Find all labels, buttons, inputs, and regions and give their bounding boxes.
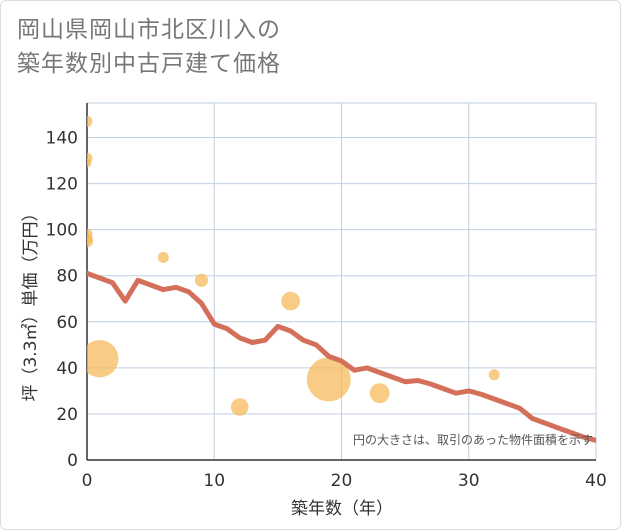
y-tick-label: 60 xyxy=(56,313,78,333)
y-axis-label: 坪（3.3㎡）単価（万円） xyxy=(21,204,41,401)
x-axis-label: 築年数（年） xyxy=(291,499,393,519)
average-price-line xyxy=(87,270,596,443)
bubble-layer xyxy=(87,115,500,416)
line-layer xyxy=(87,270,596,443)
data-bubble xyxy=(488,369,500,381)
data-bubble xyxy=(87,115,93,127)
y-tick-label: 80 xyxy=(56,267,78,287)
y-tick-label: 120 xyxy=(46,175,78,195)
x-tick-label: 30 xyxy=(458,471,480,491)
x-tick-label: 20 xyxy=(331,471,353,491)
y-tick-label: 100 xyxy=(46,221,78,241)
chart-title-line-1: 岡山県岡山市北区川入の xyxy=(17,17,281,43)
data-bubble xyxy=(369,383,390,404)
x-tick-label: 0 xyxy=(82,471,93,491)
y-tick-label: 20 xyxy=(56,405,78,425)
y-tick-label: 140 xyxy=(46,129,78,149)
size-note: 円の大きさは、取引のあった物件面積を示す xyxy=(353,432,593,447)
x-tick-label: 10 xyxy=(203,471,225,491)
y-tick-label: 0 xyxy=(67,451,78,471)
data-bubble xyxy=(157,251,169,263)
data-bubble xyxy=(194,273,209,287)
data-bubble xyxy=(281,291,300,311)
x-tick-label: 40 xyxy=(585,471,607,491)
y-tick-label: 40 xyxy=(56,359,78,379)
data-bubble xyxy=(87,235,94,248)
chart-title: 岡山県岡山市北区川入の 築年数別中古戸建て価格 xyxy=(17,13,281,81)
chart-title-line-2: 築年数別中古戸建て価格 xyxy=(17,51,281,77)
tick-layer: 0 20 40 60 80 100 120 140 0 10 20 30 40 xyxy=(46,129,607,491)
data-bubble xyxy=(87,158,92,168)
data-bubble xyxy=(306,357,351,402)
data-bubble xyxy=(87,339,119,378)
data-bubble xyxy=(230,398,249,416)
